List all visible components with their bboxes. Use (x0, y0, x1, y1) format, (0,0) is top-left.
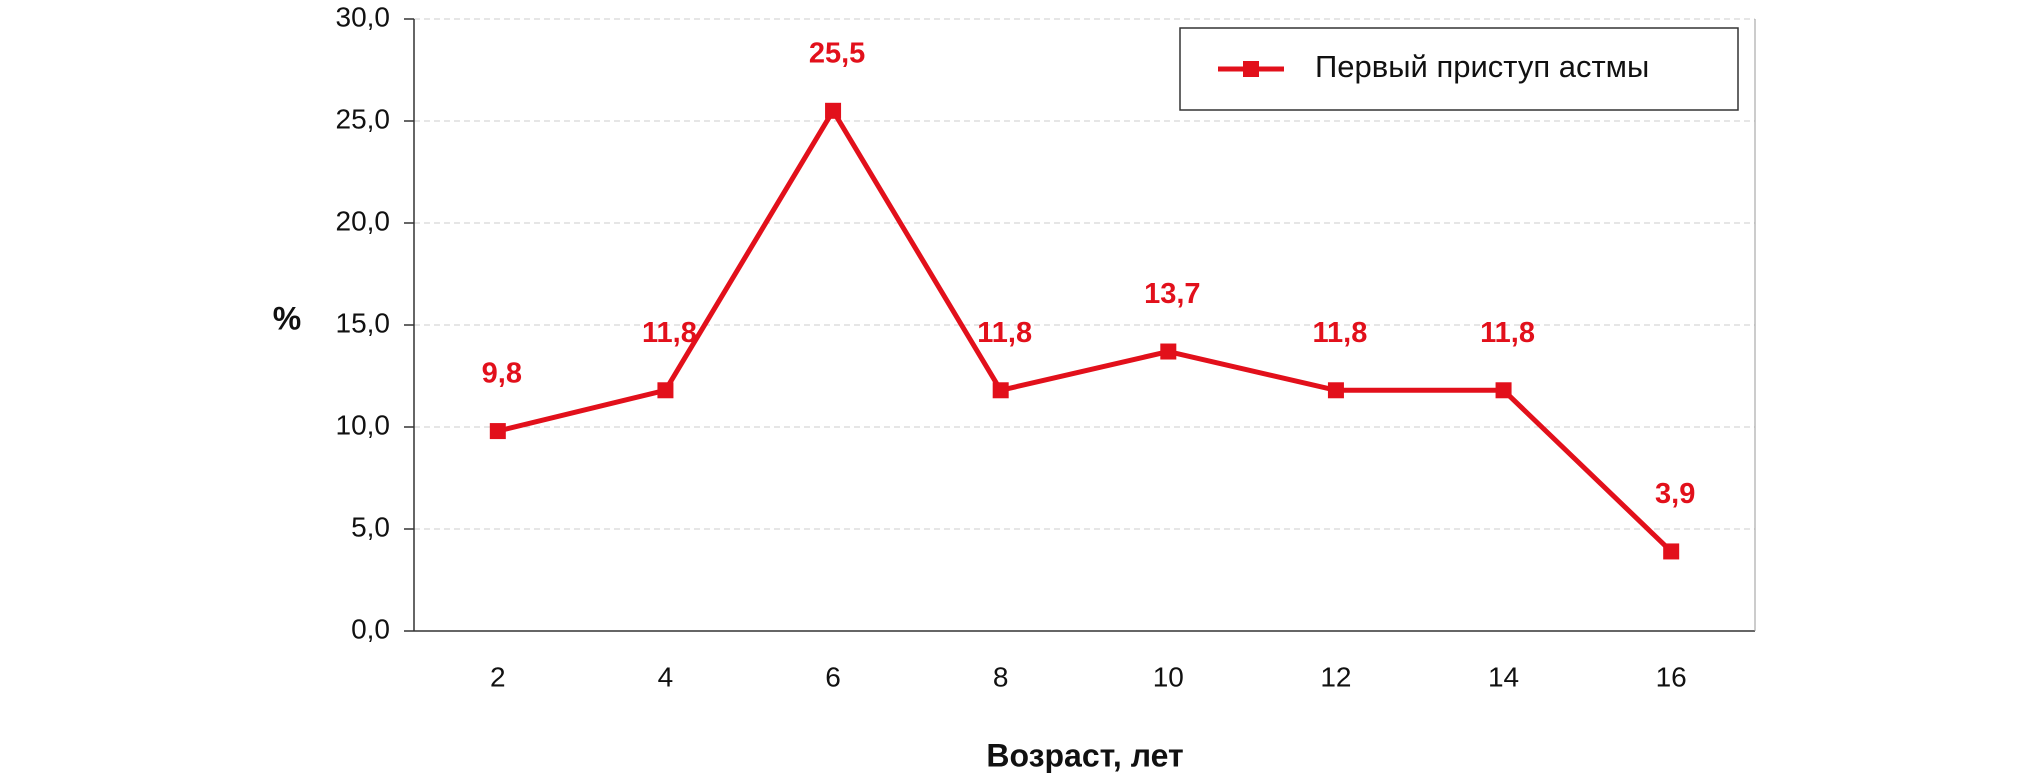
x-tick-label: 10 (1153, 661, 1184, 692)
line (497, 105, 1673, 554)
value-label: 11,8 (1480, 317, 1535, 349)
legend-label: Первый приступ астмы (1315, 49, 1649, 84)
x-tick-label: 8 (993, 661, 1009, 692)
marker (1327, 382, 1344, 399)
marker (1495, 382, 1512, 399)
y-tick-label: 0,0 (351, 613, 390, 644)
value-label: 9,8 (482, 358, 522, 390)
marker (1663, 543, 1680, 560)
marker (992, 382, 1009, 399)
y-tick-label: 5,0 (351, 511, 390, 542)
marker (657, 382, 674, 399)
x-tick-label: 14 (1488, 661, 1519, 692)
x-tick-label: 4 (658, 661, 674, 692)
y-tick-label: 20,0 (336, 205, 391, 236)
y-tick-label: 15,0 (336, 307, 391, 338)
y-tick-label: 10,0 (336, 409, 391, 440)
marker (489, 423, 506, 440)
value-label: 13,7 (1144, 278, 1200, 310)
x-tick-label: 12 (1320, 661, 1351, 692)
x-tick-label: 6 (825, 661, 841, 692)
value-label: 11,8 (977, 317, 1032, 349)
marker (825, 102, 842, 119)
x-axis-title: Возраст, лет (986, 737, 1183, 773)
value-label: 11,8 (1313, 317, 1368, 349)
value-label: 11,8 (642, 317, 697, 349)
y-tick-label: 25,0 (336, 103, 391, 134)
value-label: 3,9 (1655, 478, 1695, 510)
x-tick-label: 16 (1656, 661, 1687, 692)
x-tick-label: 2 (490, 661, 506, 692)
y-tick-label: 30,0 (336, 1, 391, 32)
marker (1160, 343, 1177, 360)
value-label: 25,5 (809, 37, 865, 69)
legend-marker (1243, 61, 1259, 77)
y-axis-title: % (273, 300, 301, 336)
